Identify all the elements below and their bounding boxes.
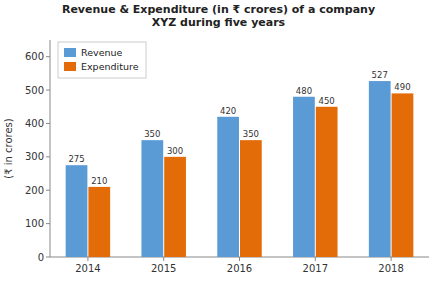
- data-label: 480: [296, 86, 312, 96]
- y-tick-label: 0: [38, 252, 44, 263]
- y-tick-label: 400: [25, 118, 44, 129]
- y-tick-label: 200: [25, 185, 44, 196]
- y-axis-line: [50, 40, 51, 257]
- title-line: Revenue & Expenditure (in ₹ crores) of a…: [62, 3, 375, 16]
- x-tick: [87, 257, 88, 261]
- y-tick: [46, 190, 50, 191]
- data-labels: 275 350 420 480 527 210 300 350 450 490: [68, 70, 410, 186]
- x-tick-label: 2016: [227, 263, 252, 274]
- y-tick-label: 300: [25, 151, 44, 162]
- y-axis-label: (₹ in crores): [3, 118, 14, 178]
- y-tick-label: 100: [25, 218, 44, 229]
- x-axis: 2014 2015 2016 2017 2018: [50, 257, 429, 274]
- x-tick-label: 2015: [151, 263, 176, 274]
- legend: Revenue Expenditure: [58, 42, 146, 78]
- data-label: 300: [167, 146, 183, 156]
- y-tick: [46, 156, 50, 157]
- y-tick: [46, 56, 50, 57]
- bar: [293, 97, 315, 257]
- chart-svg: Revenue & Expenditure (in ₹ crores) of a…: [0, 0, 437, 283]
- y-tick: [46, 123, 50, 124]
- x-tick-label: 2017: [303, 263, 328, 274]
- data-label: 210: [91, 176, 107, 186]
- bar: [164, 157, 186, 257]
- y-tick-label: 600: [25, 51, 44, 62]
- data-label: 350: [243, 129, 259, 139]
- legend-label: Expenditure: [81, 61, 139, 72]
- data-label: 275: [68, 154, 84, 164]
- y-tick: [46, 257, 50, 258]
- bar: [240, 140, 262, 257]
- bar: [66, 165, 88, 257]
- bar: [392, 93, 414, 257]
- data-label: 527: [372, 70, 388, 80]
- bar: [217, 117, 239, 257]
- title: Revenue & Expenditure (in ₹ crores) of a…: [62, 3, 375, 29]
- x-tick-label: 2018: [378, 263, 403, 274]
- x-tick: [391, 257, 392, 261]
- data-label: 450: [319, 96, 335, 106]
- data-label: 350: [144, 129, 160, 139]
- legend-swatch: [64, 48, 76, 57]
- y-tick: [46, 90, 50, 91]
- chart-container: Revenue & Expenditure (in ₹ crores) of a…: [0, 0, 437, 283]
- x-tick: [163, 257, 164, 261]
- y-tick-label: 500: [25, 85, 44, 96]
- bar: [369, 81, 391, 257]
- title-line: XYZ during five years: [152, 16, 286, 29]
- data-label: 490: [394, 82, 410, 92]
- x-tick: [315, 257, 316, 261]
- legend-label: Revenue: [81, 47, 123, 58]
- bar: [316, 107, 338, 257]
- bar: [88, 187, 110, 257]
- legend-swatch: [64, 62, 76, 71]
- x-tick: [239, 257, 240, 261]
- data-label: 420: [220, 106, 236, 116]
- legend-box: [58, 42, 146, 78]
- y-tick: [46, 223, 50, 224]
- y-axis: 0 100 200 300 400 500 600: [25, 40, 50, 263]
- bar: [141, 140, 163, 257]
- x-tick-label: 2014: [75, 263, 100, 274]
- bars: [66, 81, 414, 257]
